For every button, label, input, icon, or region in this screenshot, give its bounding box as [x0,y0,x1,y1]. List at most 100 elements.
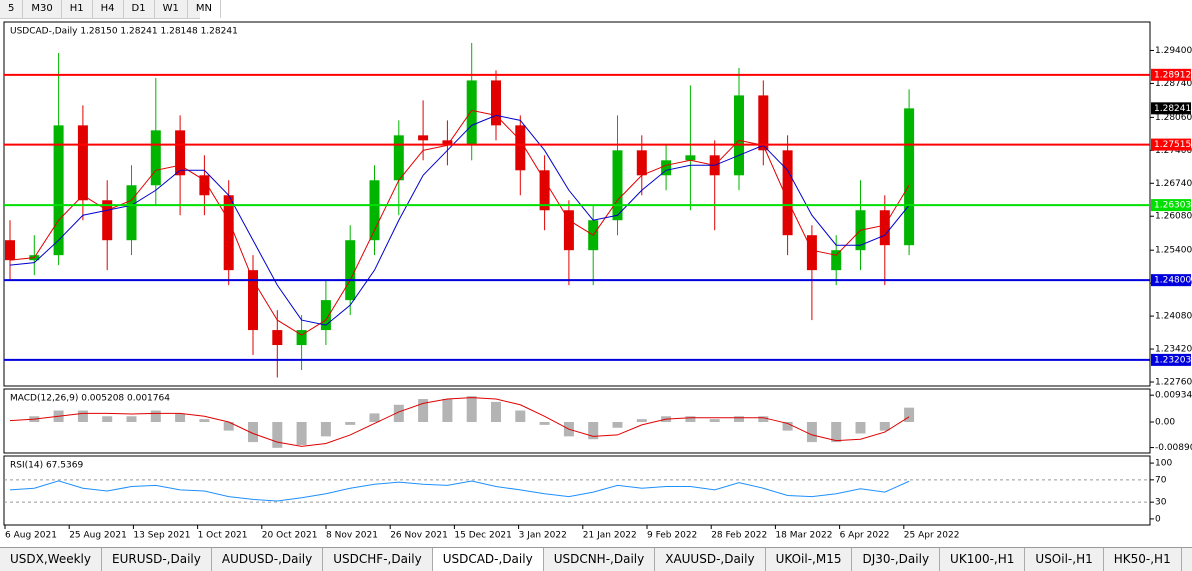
macd-histogram-bar [539,422,550,425]
timeframe-button[interactable]: M30 [23,0,62,18]
timeframe-button[interactable]: MN [188,0,221,18]
x-tick-label: 15 Dec 2021 [454,531,512,541]
chart-tab[interactable]: DJ30-,Daily [852,548,941,571]
level-price-label: 1.24800 [1154,276,1191,286]
candle-body [491,80,501,126]
candle-body [199,175,210,196]
y-tick-label: 1.25400 [1155,246,1192,256]
chart-tab[interactable]: USDCAD-,Daily [432,548,544,571]
candle-body [320,300,331,331]
candle-body [612,150,623,221]
candle-body [418,135,429,141]
macd-histogram-bar [248,422,258,443]
y-tick-label: 1.29400 [1155,46,1192,56]
candle-body [661,160,672,176]
panel-title: MACD(12,26,9) 0.005208 0.001764 [10,394,170,404]
x-tick-label: 25 Aug 2021 [69,531,127,541]
macd-histogram-bar [709,419,720,423]
macd-histogram-bar [612,422,623,428]
candle-body [758,95,769,151]
macd-histogram-bar [831,422,842,443]
timeframe-button[interactable]: H4 [93,0,124,18]
candle-body [782,150,793,236]
timeframe-button[interactable]: H1 [62,0,93,18]
macd-histogram-bar [636,419,647,423]
macd-histogram-bar [199,419,210,423]
macd-histogram-bar [491,401,501,423]
y-tick-label: 70 [1155,475,1167,485]
level-price-label: 1.26303 [1154,201,1191,211]
timeframe-button[interactable]: D1 [124,0,155,18]
y-tick-label: 1.23420 [1155,345,1192,355]
macd-histogram-bar [223,422,234,431]
candle-body [734,95,744,176]
candle-body [466,80,477,146]
macd-histogram-bar [515,410,526,423]
candle-body [53,125,64,256]
timeframe-button[interactable]: 5 [0,0,24,18]
macd-histogram-bar [418,399,429,423]
candle-body [539,170,550,211]
macd-histogram-bar [782,422,793,431]
level-price-box [1151,199,1191,212]
chart-tab[interactable]: UKOil-,M15 [766,548,853,571]
y-tick-label: 1.22760 [1155,378,1192,388]
macd-histogram-bar [806,422,817,443]
y-tick-label: -0.008904 [1155,443,1192,453]
candle-body [393,135,404,181]
chart-tab[interactable]: UK100-,H1 [940,548,1026,571]
x-tick-label: 6 Aug 2021 [5,531,57,541]
macd-histogram-bar [150,410,161,423]
chart-tab[interactable]: EURUSD-,Daily [102,548,212,571]
macd-histogram-bar [466,396,477,423]
y-tick-label: 1.26740 [1155,179,1192,189]
level-price-box [1151,68,1191,81]
level-price-box [1151,138,1191,151]
y-tick-label: 1.24080 [1155,312,1192,322]
chart-tab[interactable]: USDCNH-,Daily [544,548,656,571]
candle-body [150,130,161,186]
x-tick-label: 26 Nov 2021 [390,531,448,541]
x-tick-label: 1 Oct 2021 [198,531,248,541]
candle-body [636,150,647,176]
timeframe-button[interactable]: W1 [155,0,188,18]
y-tick-label: 30 [1155,498,1167,508]
chart-tab[interactable]: HK50-,H1 [1104,548,1182,571]
candle-body [515,125,526,171]
candle-body [126,185,137,241]
x-tick-label: 13 Sep 2021 [133,531,190,541]
macd-histogram-bar [175,413,186,423]
macd-histogram-bar [758,416,769,423]
panel-frame [3,21,1151,387]
chart-tab[interactable]: USDX,Weekly [0,548,102,571]
macd-histogram-bar [102,416,113,423]
y-tick-label: 0.009345 [1155,391,1192,401]
chart-tab[interactable]: USOil-,H1 [1025,548,1104,571]
x-tick-label: 9 Feb 2022 [647,531,697,541]
candle-body [272,330,283,346]
chart-tab[interactable]: USDCHF-,Daily [323,548,433,571]
macd-histogram-bar [734,416,744,423]
y-tick-label: 1.28740 [1155,79,1192,89]
macd-histogram-bar [126,416,137,423]
chart-tab[interactable]: AUDUSD-,Daily [212,548,324,571]
candle-body [296,330,307,346]
macd-signal-line [9,397,910,447]
macd-histogram-bar [904,407,915,423]
chart-tab[interactable]: XAUUSD-,Daily [655,548,766,571]
y-tick-label: 1.27400 [1155,146,1192,156]
candle-body [442,140,453,146]
y-tick-label: 0.00 [1155,418,1175,428]
y-tick-label: 1.26080 [1155,212,1192,222]
level-price-label: 1.27515 [1154,140,1191,150]
x-tick-label: 28 Feb 2022 [711,531,767,541]
macd-histogram-bar [879,422,890,431]
macd-histogram-bar [442,399,453,423]
y-tick-label: 1.28060 [1155,113,1192,123]
y-tick-label: 0 [1155,514,1161,524]
candle-body [806,235,817,271]
level-price-box [1151,274,1191,287]
candle-body [223,195,234,271]
